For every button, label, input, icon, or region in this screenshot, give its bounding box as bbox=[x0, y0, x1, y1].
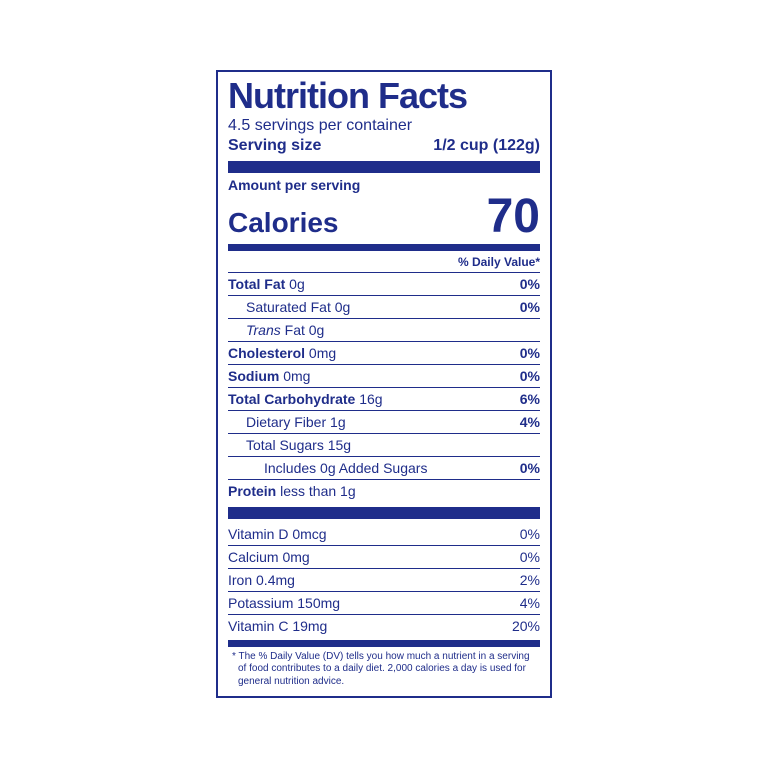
vitamin-label: Iron 0.4mg bbox=[228, 572, 295, 588]
vitamin-label: Vitamin D 0mcg bbox=[228, 526, 327, 542]
vitamin-row: Vitamin C 19mg 20% bbox=[228, 614, 540, 637]
nutrient-label: Trans Fat 0g bbox=[228, 322, 324, 338]
nutrient-row: Includes 0g Added Sugars 0% bbox=[228, 456, 540, 479]
nutrient-label: Dietary Fiber 1g bbox=[228, 414, 346, 430]
vitamin-dv: 20% bbox=[512, 618, 540, 634]
calories-row: Calories 70 bbox=[228, 193, 540, 241]
divider-bar bbox=[228, 161, 540, 173]
footnote: * The % Daily Value (DV) tells you how m… bbox=[228, 651, 540, 689]
nutrient-row: Protein less than 1g bbox=[228, 479, 540, 502]
vitamin-dv: 0% bbox=[520, 526, 540, 542]
vitamins-table: Vitamin D 0mcg 0% Calcium 0mg 0% Iron 0.4mg 2… bbox=[228, 523, 540, 637]
nutrient-row: Sodium 0mg 0% bbox=[228, 364, 540, 387]
vitamin-dv: 4% bbox=[520, 595, 540, 611]
nutrient-label: Includes 0g Added Sugars bbox=[228, 460, 427, 476]
serving-size-label: Serving size bbox=[228, 136, 321, 156]
nutrient-row: Cholesterol 0mg 0% bbox=[228, 341, 540, 364]
nutrient-dv: 0% bbox=[520, 345, 540, 361]
vitamin-row: Vitamin D 0mcg 0% bbox=[228, 523, 540, 545]
nutrient-label: Total Carbohydrate 16g bbox=[228, 391, 383, 407]
vitamin-label: Potassium 150mg bbox=[228, 595, 340, 611]
daily-value-header: % Daily Value* bbox=[228, 251, 540, 272]
nutrient-dv: 4% bbox=[520, 414, 540, 430]
vitamin-dv: 0% bbox=[520, 549, 540, 565]
nutrient-label: Cholesterol 0mg bbox=[228, 345, 336, 361]
nutrient-row: Saturated Fat 0g 0% bbox=[228, 295, 540, 318]
nutrient-row: Dietary Fiber 1g 4% bbox=[228, 410, 540, 433]
vitamin-row: Potassium 150mg 4% bbox=[228, 591, 540, 614]
nutrient-label: Sodium 0mg bbox=[228, 368, 310, 384]
nutrient-row: Total Fat 0g 0% bbox=[228, 272, 540, 295]
nutrient-label: Total Fat 0g bbox=[228, 276, 305, 292]
vitamin-row: Iron 0.4mg 2% bbox=[228, 568, 540, 591]
nutrition-facts-panel: Nutrition Facts 4.5 servings per contain… bbox=[216, 70, 552, 699]
vitamin-label: Vitamin C 19mg bbox=[228, 618, 327, 634]
nutrients-table: Total Fat 0g 0% Saturated Fat 0g 0% Trans Fa… bbox=[228, 272, 540, 502]
nutrient-dv: 0% bbox=[520, 460, 540, 476]
calories-label: Calories bbox=[228, 209, 339, 237]
vitamin-row: Calcium 0mg 0% bbox=[228, 545, 540, 568]
nutrient-row: Total Carbohydrate 16g 6% bbox=[228, 387, 540, 410]
calories-value: 70 bbox=[487, 193, 540, 241]
nutrient-dv: 0% bbox=[520, 368, 540, 384]
nutrient-row: Total Sugars 15g bbox=[228, 433, 540, 456]
nutrient-dv: 6% bbox=[520, 391, 540, 407]
serving-size-row: Serving size 1/2 cup (122g) bbox=[228, 136, 540, 156]
serving-size-value: 1/2 cup (122g) bbox=[433, 136, 540, 156]
divider-bar bbox=[228, 640, 540, 647]
divider-bar bbox=[228, 507, 540, 519]
servings-per-container: 4.5 servings per container bbox=[228, 116, 540, 136]
divider-bar bbox=[228, 244, 540, 251]
nutrient-dv: 0% bbox=[520, 276, 540, 292]
nutrient-label: Total Sugars 15g bbox=[228, 437, 351, 453]
vitamin-label: Calcium 0mg bbox=[228, 549, 310, 565]
nutrient-label: Protein less than 1g bbox=[228, 483, 356, 499]
vitamin-dv: 2% bbox=[520, 572, 540, 588]
nutrient-label: Saturated Fat 0g bbox=[228, 299, 350, 315]
nutrient-row: Trans Fat 0g bbox=[228, 318, 540, 341]
panel-title: Nutrition Facts bbox=[228, 78, 540, 114]
nutrient-dv: 0% bbox=[520, 299, 540, 315]
